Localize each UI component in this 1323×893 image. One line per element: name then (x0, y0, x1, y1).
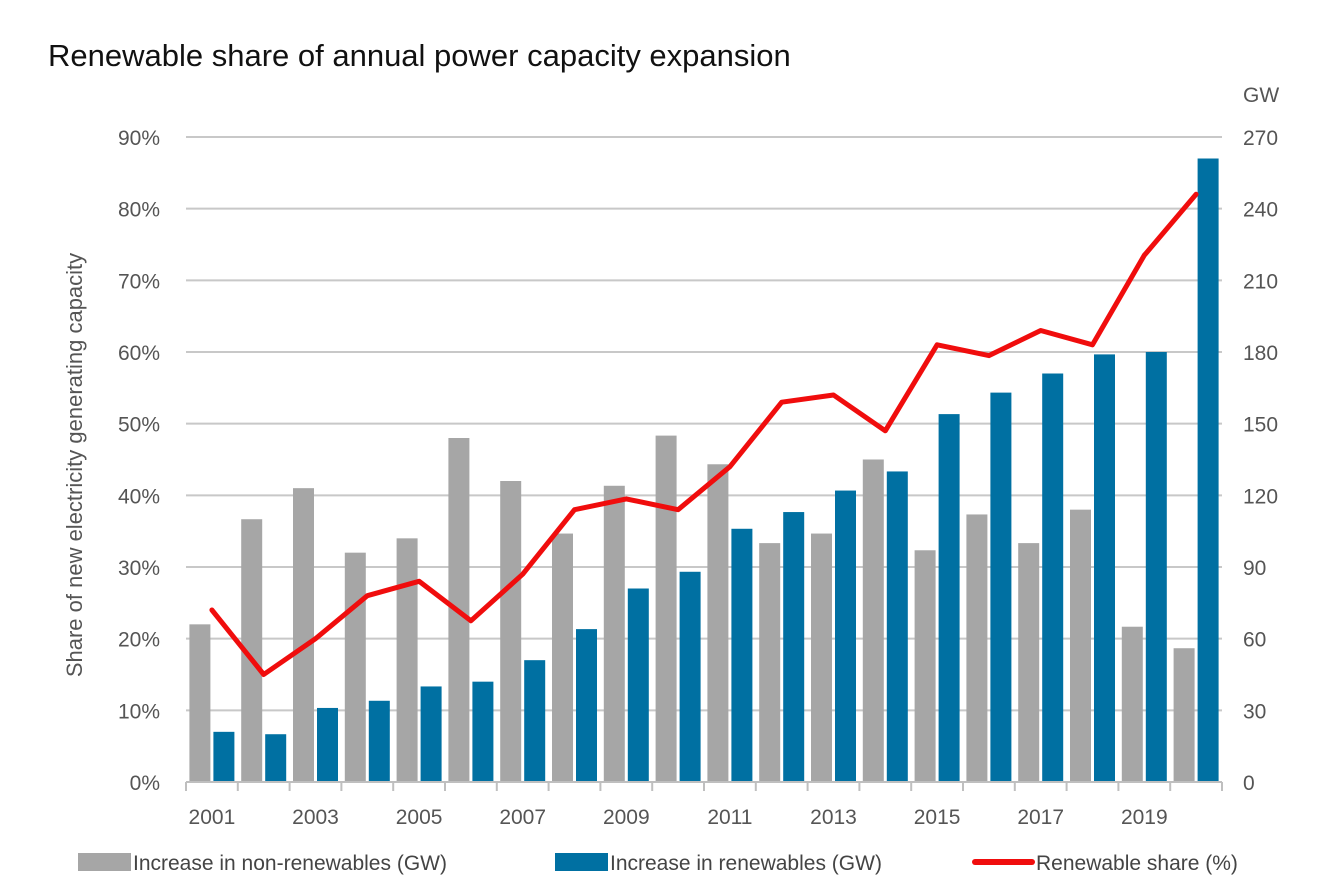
right-tick-label: 90 (1243, 557, 1266, 580)
bar-non-renewables (189, 624, 211, 782)
chart-title: Renewable share of annual power capacity… (48, 38, 791, 73)
bar-renewables (576, 629, 597, 782)
left-tick-label: 20% (118, 629, 160, 652)
right-tick-label: 30 (1243, 700, 1266, 723)
right-tick-label: 180 (1243, 342, 1278, 365)
bar-renewables (886, 471, 908, 782)
bar-renewables (265, 734, 287, 782)
bar-non-renewables (759, 543, 781, 782)
bar-non-renewables (1070, 509, 1091, 782)
bar-non-renewables (1018, 543, 1040, 782)
bar-renewables (420, 686, 442, 782)
bar-non-renewables (707, 464, 729, 782)
bar-non-renewables (655, 435, 677, 782)
bar-renewables (317, 707, 338, 782)
x-tick-label: 2007 (499, 806, 546, 829)
bar-non-renewables (293, 488, 314, 782)
x-tick-label: 2019 (1121, 806, 1168, 829)
share-line (209, 191, 1199, 677)
legend-label-renewables: Increase in renewables (GW) (610, 852, 882, 875)
bar-non-renewables (1173, 648, 1195, 782)
bar-renewables (1197, 158, 1219, 782)
legend-label-share: Renewable share (%) (1036, 852, 1238, 875)
bar-non-renewables (603, 485, 625, 782)
renewable-share-line (209, 191, 1199, 677)
right-tick-label: 210 (1243, 270, 1278, 293)
bar-non-renewables (862, 459, 884, 782)
bars (189, 158, 1219, 782)
bar-non-renewables (1121, 626, 1143, 782)
bar-renewables (731, 528, 753, 782)
left-tick-label: 70% (118, 270, 160, 293)
bar-renewables (938, 414, 960, 782)
x-tick-label: 2013 (810, 806, 857, 829)
left-tick-label: 10% (118, 700, 160, 723)
left-tick-label: 60% (118, 342, 160, 365)
bar-renewables (1094, 354, 1115, 782)
left-tick-label: 30% (118, 557, 160, 580)
x-tick-label: 2011 (707, 806, 752, 829)
bar-non-renewables (966, 514, 988, 782)
right-tick-label: 270 (1243, 127, 1278, 150)
bar-renewables (990, 392, 1012, 782)
bar-renewables (679, 571, 701, 782)
right-tick-label: 240 (1243, 199, 1278, 222)
right-tick-label: 60 (1243, 629, 1266, 652)
bar-renewables (368, 700, 390, 782)
left-tick-label: 90% (118, 127, 160, 150)
right-tick-label: 150 (1243, 414, 1278, 437)
right-tick-label: 0 (1243, 772, 1255, 795)
bar-renewables (524, 660, 546, 782)
bar-non-renewables (344, 552, 366, 782)
left-tick-label: 80% (118, 199, 160, 222)
x-tick-label: 2009 (603, 806, 650, 829)
bar-renewables (1145, 352, 1167, 782)
bar-non-renewables (811, 533, 832, 782)
right-tick-label: 120 (1243, 485, 1278, 508)
bar-renewables (213, 731, 235, 782)
bar-renewables (783, 512, 805, 782)
bar-renewables (1042, 373, 1064, 782)
x-axis: 2001 2003 2005 2007 2009 2011 2013 2015 2017 2019 (185, 781, 1223, 829)
bar-non-renewables (500, 481, 522, 782)
right-axis-label: GW (1243, 84, 1279, 107)
legend-swatch-non-renewables (78, 853, 131, 871)
x-tick-label: 2015 (914, 806, 961, 829)
bar-renewables (835, 490, 856, 782)
bar-renewables (472, 681, 494, 782)
bar-non-renewables (552, 533, 573, 782)
x-tick-label: 2017 (1017, 806, 1064, 829)
left-axis-label: Share of new electricity generating capa… (62, 253, 87, 677)
x-tick-label: 2001 (189, 806, 236, 829)
x-tick-label: 2005 (396, 806, 443, 829)
right-axis-ticks: 0 30 60 90 120 150 180 210 240 270 (1243, 127, 1278, 795)
bar-non-renewables (396, 538, 418, 782)
left-tick-label: 40% (118, 485, 160, 508)
left-axis-ticks: 0% 10% 20% 30% 40% 50% 60% 70% 80% 90% (118, 127, 160, 795)
legend: Increase in non-renewables (GW) Increase … (78, 852, 1238, 875)
left-tick-label: 0% (130, 772, 160, 795)
bar-non-renewables (914, 550, 936, 782)
legend-swatch-renewables (555, 853, 608, 871)
legend-label-non-renewables: Increase in non-renewables (GW) (133, 852, 447, 875)
x-tick-label: 2003 (292, 806, 339, 829)
bar-renewables (627, 588, 649, 782)
gridlines (186, 136, 1222, 712)
bar-non-renewables (241, 519, 263, 782)
left-tick-label: 50% (118, 414, 160, 437)
